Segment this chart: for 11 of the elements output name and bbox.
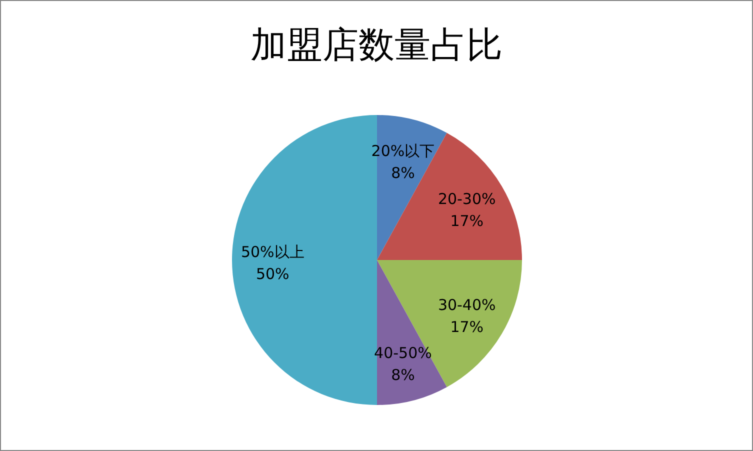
- data-label: 17%: [450, 212, 484, 230]
- chart-title: 加盟店数量占比: [250, 25, 502, 66]
- data-label: 8%: [391, 164, 415, 182]
- slice-label: 40-50%: [374, 344, 432, 362]
- slice-label: 30-40%: [438, 296, 496, 314]
- slice-label: 50%以上: [240, 243, 304, 261]
- data-label: 50%: [256, 265, 290, 283]
- data-label: 17%: [450, 318, 484, 336]
- slice-label: 20%以下: [371, 142, 435, 160]
- slice-label: 20-30%: [438, 190, 496, 208]
- data-label: 8%: [391, 366, 415, 384]
